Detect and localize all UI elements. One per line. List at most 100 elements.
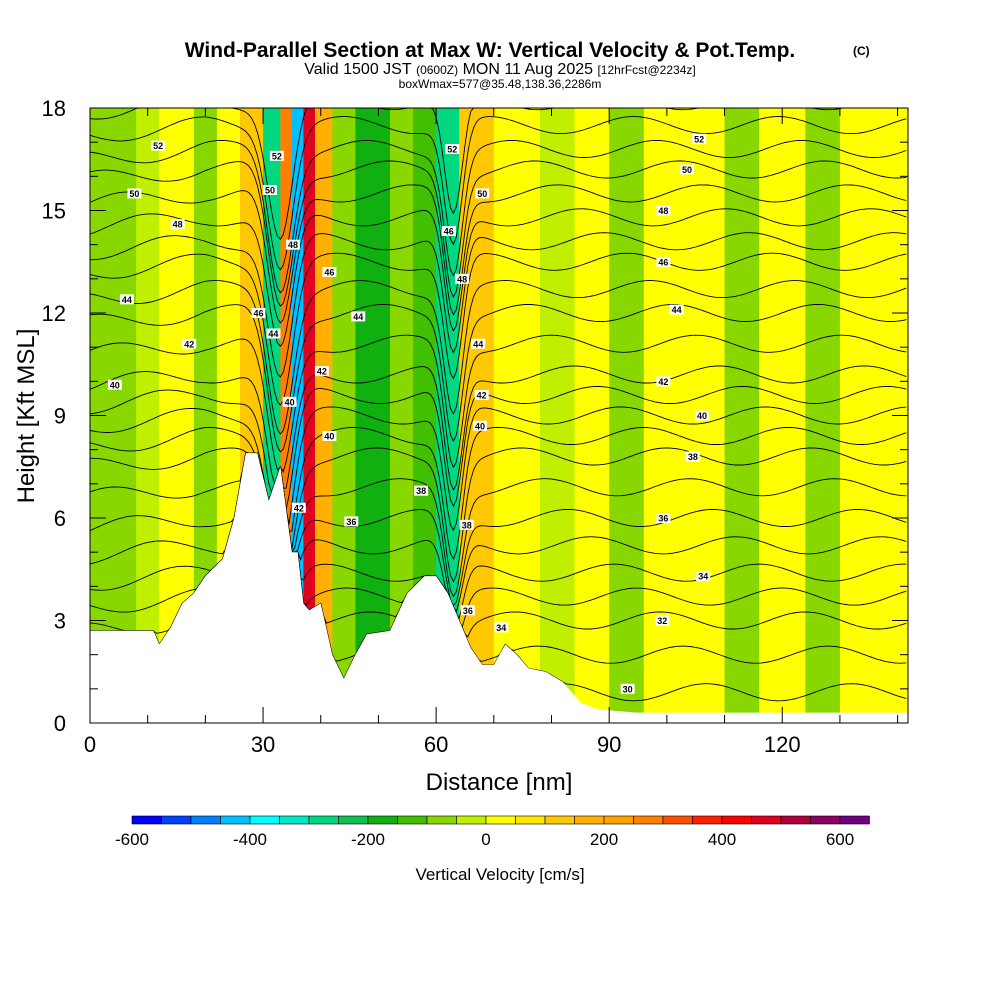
contour-line — [89, 184, 907, 324]
colorbar-tick-label: -200 — [351, 830, 385, 849]
y-tick-label: 3 — [54, 609, 66, 634]
colorbar-swatch — [220, 815, 251, 825]
contour-line — [90, 447, 907, 583]
contour-label-text: 30 — [623, 684, 633, 694]
contour-label: 50 — [262, 185, 277, 196]
contour-label-bg — [656, 205, 671, 216]
contour-label-text: 38 — [688, 452, 698, 462]
x-tick-label: 0 — [84, 732, 96, 757]
contour-label-bg — [282, 396, 297, 407]
contour-label-bg — [127, 188, 142, 199]
x-tick-label: 90 — [597, 732, 621, 757]
terrain-base — [90, 712, 908, 723]
utc-time: (0600Z) — [416, 63, 458, 77]
contour-label: 52 — [692, 133, 707, 144]
contour-label: 52 — [445, 144, 460, 155]
contour-label-bg — [119, 294, 134, 305]
contour-label-bg — [620, 683, 635, 694]
contour-line — [89, 304, 907, 453]
contour-label: 44 — [669, 304, 684, 315]
contour-line — [89, 386, 907, 510]
contour-label-text: 36 — [346, 517, 356, 527]
colorbar-swatch — [544, 815, 575, 825]
contour-label: 40 — [695, 410, 710, 421]
velocity-band — [539, 108, 576, 723]
colorbar-swatch — [131, 815, 162, 825]
velocity-band — [574, 108, 610, 723]
contour-label: 44 — [266, 328, 281, 339]
contour-label: 40 — [472, 420, 487, 431]
contour-label-bg — [182, 338, 197, 349]
contour-line — [89, 452, 907, 607]
contour-label: 48 — [455, 273, 470, 284]
colorbar-swatch — [692, 815, 723, 825]
contour-label: 48 — [170, 219, 185, 230]
contour-line — [89, 334, 907, 473]
contour-label-bg — [251, 308, 266, 318]
contour-line — [89, 452, 907, 598]
contour-label: 38 — [414, 485, 429, 496]
contour-label: 42 — [314, 366, 329, 377]
colorbar-swatch — [633, 815, 664, 825]
velocity-band — [314, 108, 333, 723]
colorbar-swatch — [485, 815, 516, 825]
contour-label-bg — [441, 226, 456, 236]
contour-label-bg — [655, 615, 670, 626]
contour-label: 48 — [286, 239, 301, 250]
contour-label: 42 — [656, 376, 671, 387]
copyright-mark: (C) — [853, 44, 870, 58]
colorbar-swatch — [426, 815, 457, 825]
velocity-band — [413, 108, 437, 723]
velocity-band — [136, 108, 160, 723]
contour-label-bg — [471, 338, 486, 349]
colorbar-swatch — [662, 815, 693, 825]
contour-label: 50 — [680, 164, 695, 175]
colorbar-swatch — [161, 815, 192, 825]
contour-label-text: 38 — [462, 520, 472, 530]
velocity-band — [389, 108, 414, 723]
contour-label: 36 — [656, 513, 671, 524]
contour-label-bg — [494, 622, 509, 633]
colorbar-swatch — [308, 815, 339, 825]
contour-label-bg — [286, 239, 301, 250]
velocity-band — [355, 108, 391, 723]
contour-label-text: 42 — [294, 503, 304, 513]
contour-label-bg — [472, 420, 487, 431]
y-tick-label: 6 — [54, 506, 66, 531]
terrain-mask — [90, 453, 908, 723]
contour-label: 34 — [494, 622, 509, 633]
colorbar-tick-label: -600 — [115, 830, 149, 849]
contour-label-text: 36 — [658, 514, 668, 524]
contour-label-text: 46 — [324, 268, 334, 278]
contour-label-bg — [474, 390, 489, 400]
contour-label: 30 — [620, 683, 635, 694]
velocity-band — [609, 108, 645, 723]
contour-label-bg — [322, 267, 337, 277]
contour-label-text: 46 — [444, 227, 454, 237]
contour-label: 36 — [344, 516, 359, 527]
contour-label-bg — [262, 185, 277, 195]
colorbar-label: Vertical Velocity [cm/s] — [415, 865, 584, 884]
colorbar-swatch — [751, 815, 782, 825]
contour-label-text: 42 — [477, 391, 487, 401]
contour-label-bg — [170, 219, 185, 230]
contour-line — [89, 140, 907, 294]
y-tick-label: 9 — [54, 404, 66, 429]
contour-label: 50 — [475, 188, 490, 199]
contour-label-bg — [269, 150, 284, 161]
contour-line — [89, 365, 907, 491]
x-tick-label: 120 — [764, 732, 801, 757]
contour-label-text: 40 — [110, 380, 120, 390]
y-axis-label: Height [Kft MSL] — [13, 329, 40, 504]
contour-label-bg — [266, 328, 281, 339]
colorbar-tick-label: 0 — [481, 830, 490, 849]
contour-label-bg — [696, 571, 711, 582]
contour-label-bg — [685, 451, 700, 462]
contour-label-text: 44 — [268, 329, 278, 339]
contour-label-text: 34 — [698, 572, 708, 582]
colorbar-swatch — [279, 815, 310, 825]
velocity-band — [459, 108, 495, 723]
contour-label: 40 — [322, 431, 337, 442]
